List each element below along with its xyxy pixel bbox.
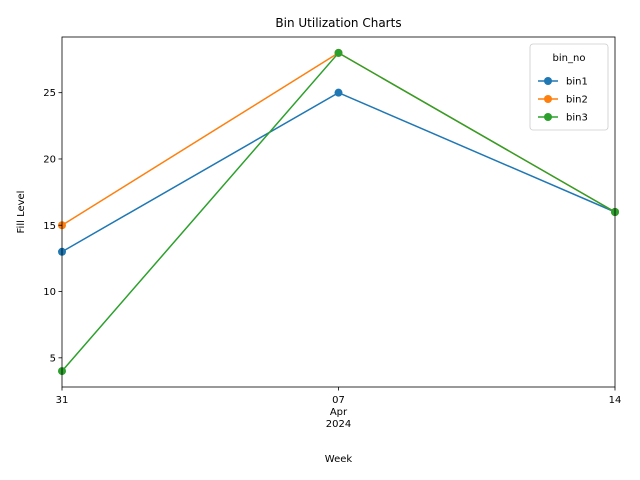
y-tick-label: 15	[43, 221, 56, 232]
x-tick-label: 14	[609, 395, 622, 406]
x-axis-label: Week	[325, 454, 353, 465]
legend-title: bin_no	[553, 53, 586, 64]
x-tick-label: Apr	[330, 407, 348, 418]
legend-marker-bin1	[544, 77, 552, 85]
legend-label-bin2: bin2	[566, 95, 588, 106]
chart-title: Bin Utilization Charts	[275, 16, 401, 30]
y-axis: 5 10 15 20 25	[43, 88, 62, 364]
legend: bin_no bin1 bin2 bin3	[529, 43, 609, 131]
legend-marker-bin2	[544, 95, 552, 103]
data-point-bin3	[334, 48, 343, 57]
y-tick-label: 25	[43, 88, 56, 99]
data-point-bin1	[334, 88, 343, 97]
y-axis-label: Fill Level	[16, 191, 27, 234]
legend-label-bin1: bin1	[566, 77, 588, 88]
legend-marker-bin3	[544, 113, 552, 121]
x-tick-label: 31	[56, 395, 69, 406]
x-tick-label: 2024	[326, 419, 351, 430]
legend-label-bin3: bin3	[566, 113, 588, 124]
legend-box	[529, 43, 609, 131]
y-tick-label: 20	[43, 154, 56, 165]
y-tick-label: 10	[43, 287, 56, 298]
x-tick-label: 07	[332, 395, 345, 406]
y-tick-label: 5	[50, 353, 56, 364]
